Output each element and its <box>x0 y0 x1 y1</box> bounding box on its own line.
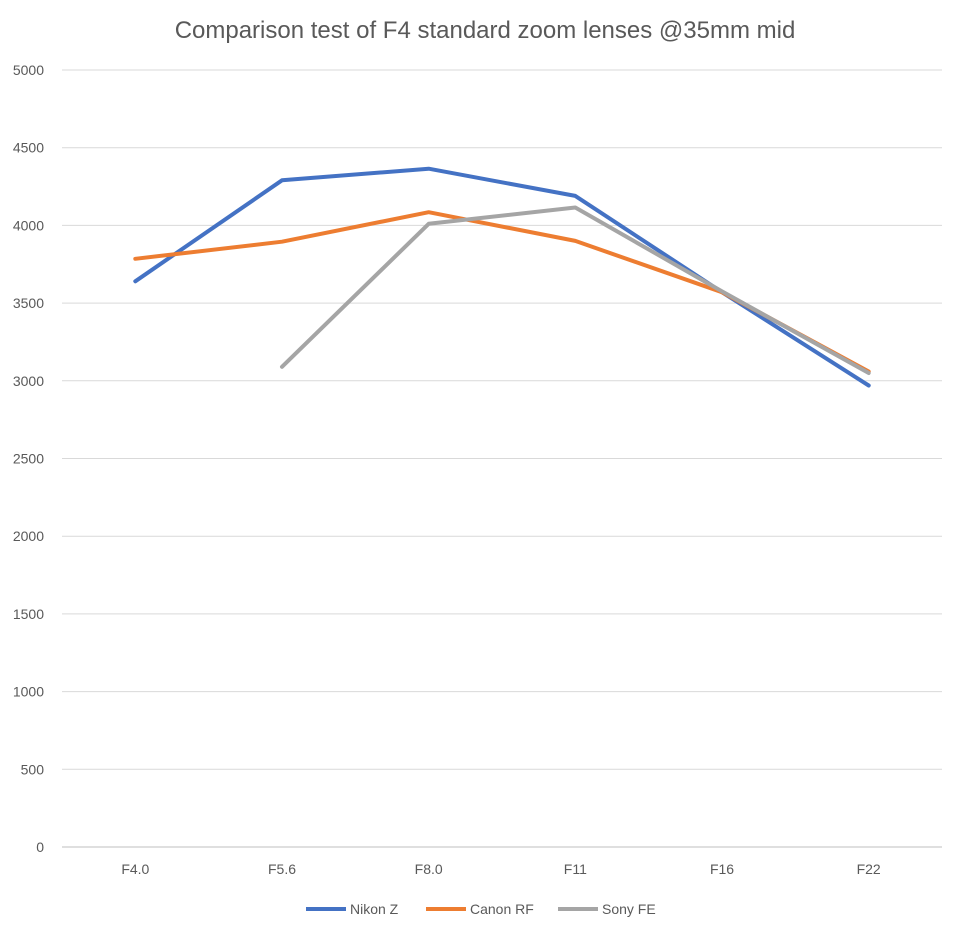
x-tick-label: F8.0 <box>415 861 443 877</box>
y-tick-label: 3500 <box>13 295 44 311</box>
legend: Nikon Z Canon RF Sony FE <box>306 901 656 917</box>
x-tick-label: F11 <box>564 861 587 877</box>
y-tick-label: 3000 <box>13 373 44 389</box>
series-line-nikon-z <box>133 166 871 388</box>
y-tick-label: 4000 <box>13 217 44 233</box>
y-tick-label: 0 <box>36 839 44 855</box>
y-tick-label: 1000 <box>13 684 44 700</box>
y-axis-ticks: 0 500 1000 1500 2000 2500 3000 3500 4000 4500 5000 <box>13 62 44 855</box>
chart-title: Comparison test of F4 standard zoom lens… <box>175 17 796 44</box>
y-tick-label: 2000 <box>13 528 44 544</box>
y-tick-label: 1500 <box>13 606 44 622</box>
y-tick-label: 500 <box>21 761 45 777</box>
x-tick-label: F4.0 <box>121 861 149 877</box>
legend-label: Sony FE <box>602 901 656 917</box>
y-tick-label: 2500 <box>13 451 44 467</box>
series-line-canon-rf <box>133 210 871 374</box>
gridlines <box>62 69 942 848</box>
x-tick-label: F16 <box>710 861 734 877</box>
x-axis-ticks: F4.0 F5.6 F8.0 F11 F16 F22 <box>121 861 881 877</box>
legend-label: Nikon Z <box>350 901 399 917</box>
y-tick-label: 4500 <box>13 140 44 156</box>
y-tick-label: 5000 <box>13 62 44 78</box>
x-tick-label: F22 <box>857 861 881 877</box>
series-line-sony-fe <box>280 205 871 375</box>
legend-label: Canon RF <box>470 901 534 917</box>
series-lines <box>133 166 871 388</box>
x-tick-label: F5.6 <box>268 861 296 877</box>
